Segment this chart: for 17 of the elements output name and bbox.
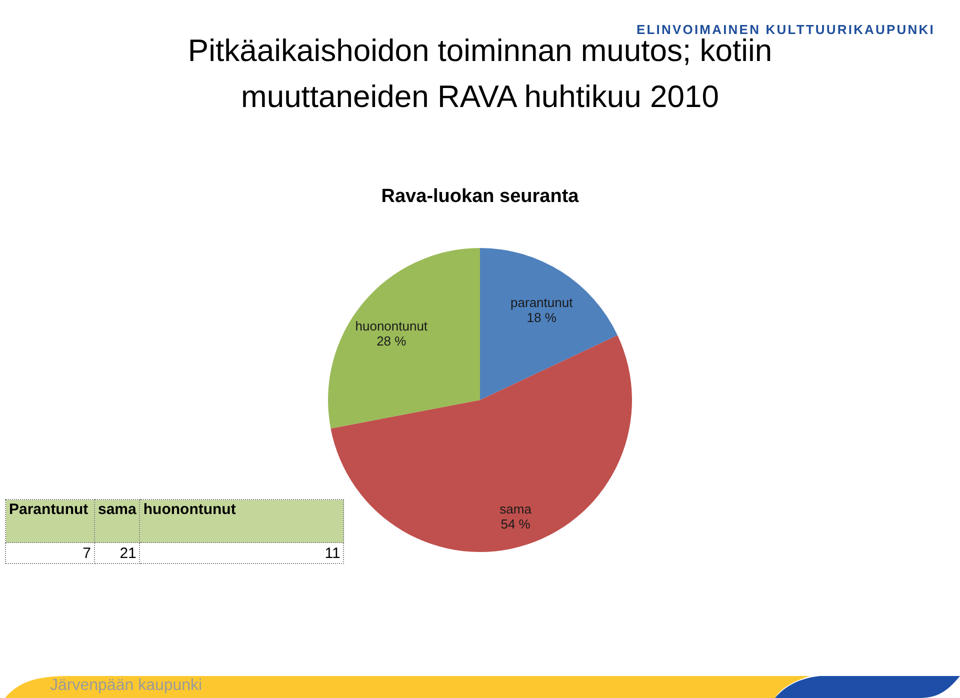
data-label: 7 bbox=[6, 542, 94, 564]
category-label: Parantunut bbox=[6, 500, 94, 542]
data-label: 11 bbox=[140, 542, 344, 564]
pie-slice bbox=[328, 248, 480, 428]
text: ELINVOIMAINEN KULTTUURIKAUPUNKI bbox=[636, 22, 935, 37]
slice-label: sama bbox=[500, 501, 532, 516]
chart-subtitle: Rava-luokan seuranta bbox=[381, 186, 580, 207]
data-label: 28 % bbox=[376, 334, 407, 349]
slice-label: parantunut bbox=[510, 294, 574, 310]
slice-label: huonontunut bbox=[355, 318, 428, 334]
data-label: 18 % bbox=[526, 310, 557, 325]
data-label: 21 bbox=[94, 542, 140, 564]
data-label: 54 % bbox=[500, 516, 531, 532]
category-label: sama bbox=[94, 500, 140, 542]
category-label: huonontunut bbox=[140, 500, 344, 542]
text: Järvenpään kaupunki bbox=[50, 677, 202, 695]
pie-slice bbox=[480, 248, 618, 400]
